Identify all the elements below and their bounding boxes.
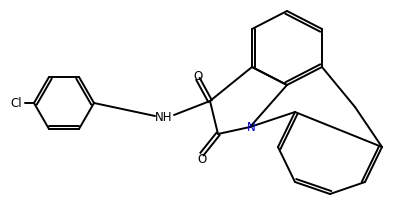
- Text: O: O: [197, 153, 206, 166]
- Text: Cl: Cl: [10, 97, 22, 110]
- Text: N: N: [246, 121, 255, 134]
- Text: NH: NH: [155, 111, 172, 124]
- Text: O: O: [193, 70, 202, 83]
